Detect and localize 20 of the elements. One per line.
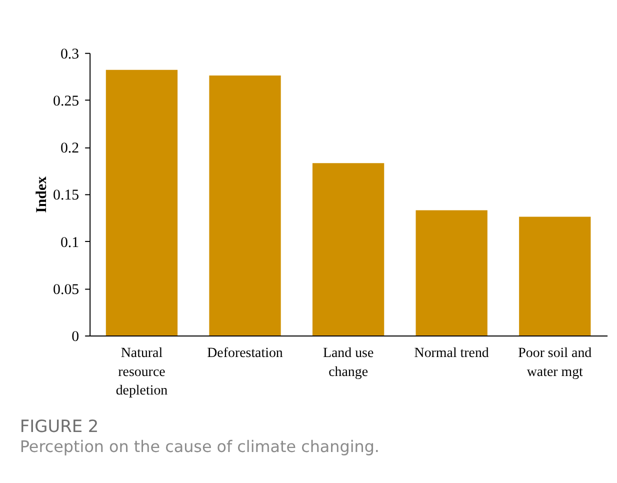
y-tick-label: 0.3: [60, 46, 80, 62]
bar: [312, 163, 384, 336]
y-tick-label: 0.1: [60, 234, 80, 251]
y-axis-title: Index: [34, 176, 50, 213]
x-tick-label: Land use change: [322, 346, 374, 380]
x-tick-label: Normal trend: [414, 346, 489, 361]
text: FIGURE 2: [20, 416, 99, 436]
y-tick-label: 0.25: [53, 93, 80, 110]
text: Perception on the cause of climate changing.: [20, 436, 380, 456]
bar: [209, 75, 281, 336]
y-tick-label: 0.2: [60, 140, 80, 157]
y-tick-label: 0.15: [53, 188, 80, 204]
bar: [416, 210, 488, 336]
bar: [106, 70, 178, 336]
x-tick-label: Poor soil and water mgt: [518, 346, 592, 380]
x-tick-label: Natural resource depletion: [116, 346, 168, 399]
x-tick-label: Deforestation: [207, 346, 283, 361]
y-tick-label: 0: [72, 328, 80, 345]
y-tick-label: 0.05: [53, 282, 80, 298]
bar: [519, 216, 591, 336]
